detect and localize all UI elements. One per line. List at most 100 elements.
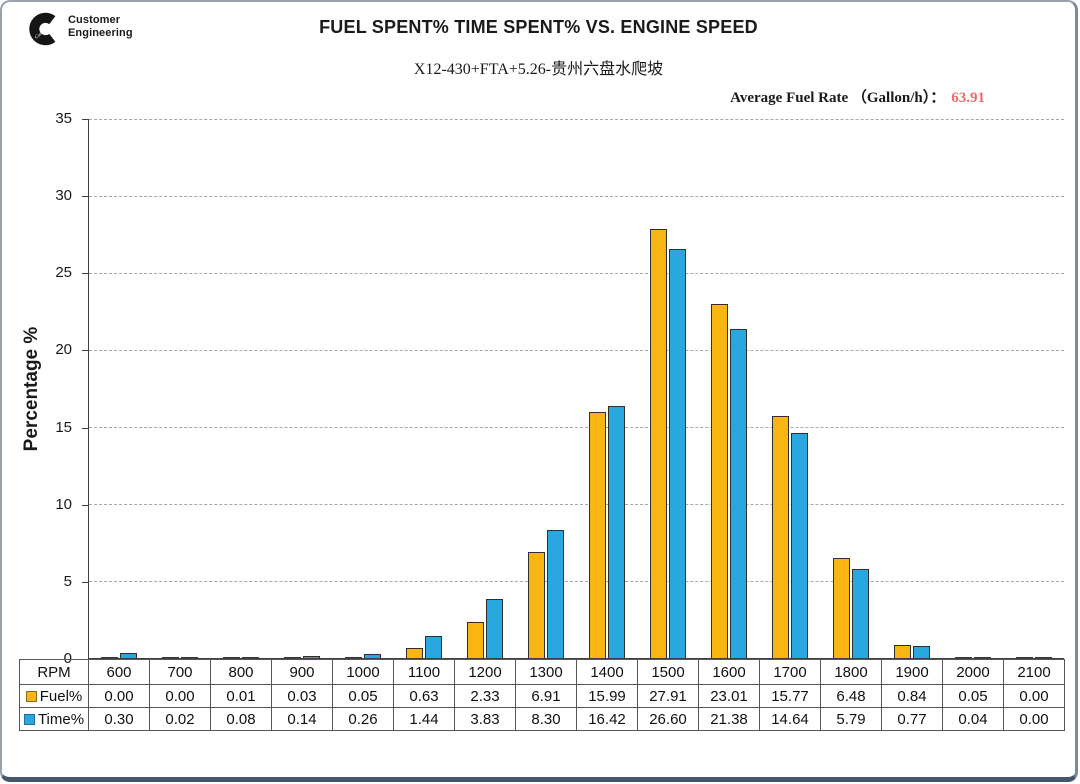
cell-fuel-2100: 0.00 (1003, 684, 1065, 708)
cell-time-900: 0.14 (271, 707, 333, 731)
bar-fuel-700 (162, 656, 180, 658)
bar-group-700 (150, 119, 211, 658)
bar-group-1400 (577, 119, 638, 658)
bar-fuel-1800 (832, 558, 850, 658)
cell-time-1600: 21.38 (698, 707, 760, 731)
bar-time-2100 (1034, 656, 1052, 658)
bar-time-600 (120, 653, 138, 658)
logo-text: Customer Engineering (68, 10, 133, 40)
cell-time-600: 0.30 (88, 707, 150, 731)
average-fuel-rate-value: 63.91 (951, 90, 985, 106)
x-axis-label-1300: 1300 (515, 659, 577, 685)
cell-time-1100: 1.44 (393, 707, 455, 731)
bar-group-600 (89, 119, 150, 658)
bar-group-800 (211, 119, 272, 658)
bar-fuel-2100 (1015, 656, 1033, 658)
y-tick-mark-15 (82, 427, 88, 429)
x-axis-label-2100: 2100 (1003, 659, 1065, 685)
cell-fuel-1900: 0.84 (881, 684, 943, 708)
average-fuel-rate: Average Fuel Rate （Gallon/h）： 63.91 (730, 86, 985, 107)
gridline-20 (89, 350, 1064, 351)
legend-item-time: Time% (19, 707, 89, 731)
bar-group-1900 (881, 119, 942, 658)
y-tick-mark-30 (82, 196, 88, 198)
x-axis-title-rpm: RPM (19, 659, 89, 685)
y-tick-label-20: 20 (55, 341, 72, 359)
bar-fuel-1400 (588, 412, 606, 658)
x-axis-label-600: 600 (88, 659, 150, 685)
cell-fuel-700: 0.00 (149, 684, 211, 708)
cell-time-2100: 0.00 (1003, 707, 1065, 731)
cell-time-2000: 0.04 (942, 707, 1004, 731)
y-tick-mark-20 (82, 350, 88, 352)
gridline-30 (89, 196, 1064, 197)
y-tick-label-0: 0 (63, 650, 72, 667)
y-tick-label-30: 30 (55, 187, 72, 205)
x-axis-label-1800: 1800 (820, 659, 882, 685)
x-axis-label-1500: 1500 (637, 659, 699, 685)
bar-fuel-1200 (467, 622, 485, 658)
x-axis-label-1400: 1400 (576, 659, 638, 685)
y-tick-mark-10 (82, 504, 88, 506)
cell-time-800: 0.08 (210, 707, 272, 731)
cell-time-1000: 0.26 (332, 707, 394, 731)
bar-fuel-1700 (771, 415, 789, 658)
y-tick-label-5: 5 (63, 572, 72, 590)
bar-time-1500 (668, 249, 686, 658)
bar-time-1700 (790, 432, 808, 658)
bar-group-1300 (516, 119, 577, 658)
bar-group-1700 (759, 119, 820, 658)
bar-time-1800 (851, 569, 869, 658)
logo-text-line1: Customer (68, 14, 121, 26)
logo-text-line2: Engineering (68, 27, 133, 39)
bar-group-2100 (1003, 119, 1064, 658)
cell-fuel-1200: 2.33 (454, 684, 516, 708)
cell-time-1900: 0.77 (881, 707, 943, 731)
bar-group-1000 (333, 119, 394, 658)
x-axis-label-1900: 1900 (881, 659, 943, 685)
x-axis-label-1100: 1100 (393, 659, 455, 685)
bar-time-1600 (729, 329, 747, 658)
bar-group-900 (272, 119, 333, 658)
y-tick-label-15: 15 (55, 418, 72, 436)
bar-fuel-800 (223, 656, 241, 658)
y-axis: 0 5 10 15 20 25 30 35 (2, 110, 88, 667)
cell-fuel-1400: 15.99 (576, 684, 638, 708)
cummins-c-icon: Cummins (29, 12, 56, 46)
x-axis-label-1200: 1200 (454, 659, 516, 685)
bar-time-800 (242, 656, 260, 658)
bar-time-900 (303, 655, 321, 658)
cell-time-1200: 3.83 (454, 707, 516, 731)
cell-fuel-900: 0.03 (271, 684, 333, 708)
x-axis-label-1700: 1700 (759, 659, 821, 685)
cell-time-1700: 14.64 (759, 707, 821, 731)
cell-fuel-1300: 6.91 (515, 684, 577, 708)
gridline-5 (89, 581, 1064, 582)
bar-time-1000 (364, 654, 382, 658)
y-tick-label-25: 25 (55, 264, 72, 282)
bar-group-1200 (455, 119, 516, 658)
gridline-35 (89, 119, 1064, 120)
cell-time-700: 0.02 (149, 707, 211, 731)
x-axis-label-700: 700 (149, 659, 211, 685)
legend-swatch-time (23, 713, 35, 725)
cell-fuel-1100: 0.63 (393, 684, 455, 708)
x-axis-label-900: 900 (271, 659, 333, 685)
x-axis-label-800: 800 (210, 659, 272, 685)
bar-group-1800 (820, 119, 881, 658)
legend-swatch-fuel (25, 690, 37, 702)
cell-fuel-1500: 27.91 (637, 684, 699, 708)
x-axis-label-1600: 1600 (698, 659, 760, 685)
bar-time-700 (181, 656, 199, 658)
x-axis-label-2000: 2000 (942, 659, 1004, 685)
cell-time-1800: 5.79 (820, 707, 882, 731)
bar-fuel-1100 (406, 648, 424, 658)
y-tick-label-35: 35 (55, 110, 72, 127)
cell-fuel-1600: 23.01 (698, 684, 760, 708)
bar-fuel-900 (284, 656, 302, 658)
y-tick-mark-25 (82, 273, 88, 275)
bar-fuel-1600 (710, 304, 728, 658)
gridline-10 (89, 504, 1064, 505)
bar-time-1200 (486, 599, 504, 658)
